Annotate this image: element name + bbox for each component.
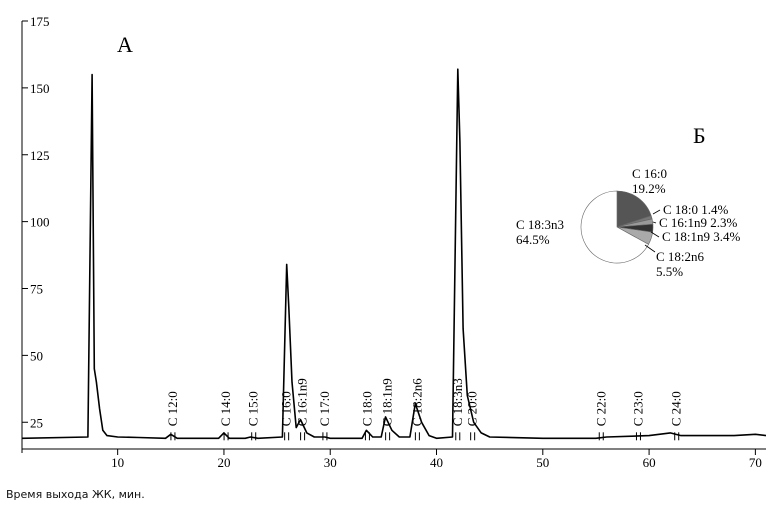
pie-label-c18-0: С 18:0 1.4% [663,202,729,217]
y-tick-label: 125 [30,148,50,163]
peak-label: С 16:0 [279,391,294,426]
panel-label-a: А [117,32,133,57]
peak-label: С 18:0 [359,391,374,426]
peak-label: С 18:3n3 [450,378,465,426]
pie-slice [616,190,652,228]
pie-label-c16-0: 19.2% [632,181,666,196]
peak-label: С 20:0 [465,391,480,426]
y-tick-label: 75 [30,282,43,297]
pie-leader [652,209,661,215]
pie-label-c18-3n3: С 18:3n3 [516,217,564,232]
pie-leader [644,244,656,253]
pie-label-c18-3n3: 64.5% [516,232,550,247]
pie-label-c18-2n6: С 18:2n6 [656,249,705,264]
y-tick-label: 100 [30,215,50,230]
pie-label-c16-0: С 16:0 [632,166,667,181]
x-tick-label: 50 [536,455,549,470]
y-tick-label: 50 [30,348,43,363]
peak-label: С 14:0 [218,391,233,426]
y-tick-label: 175 [30,14,50,29]
peak-label: С 18:2n6 [409,378,424,427]
pie-slice [580,190,649,264]
pie-label-c16-1n9: С 16:1n9 2.3% [659,215,738,230]
x-tick-label: 30 [324,455,337,470]
panel-label-b: Б [693,123,706,148]
peak-label: С 17:0 [317,391,332,426]
peak-label: С 22:0 [593,391,608,426]
x-axis-title: Время выхода ЖК, мин. [6,488,145,501]
peak-label: С 15:0 [246,391,261,426]
y-tick-label: 25 [30,415,43,430]
y-tick-label: 150 [30,81,50,96]
pie-label-c18-2n6: 5.5% [656,264,683,279]
chromatogram-trace [21,68,766,440]
x-tick-label: 40 [430,455,443,470]
peak-label: С 24:0 [669,391,684,426]
x-tick-label: 10 [111,455,124,470]
x-tick-label: 20 [217,455,230,470]
pie-label-c18-1n9: С 18:1n9 3.4% [662,229,741,244]
x-tick-label: 60 [643,455,656,470]
peak-label: С 16:1n9 [295,378,310,426]
pie-leader [650,231,660,238]
pie-leader [652,221,657,224]
peak-label: С 18:1n9 [380,378,395,426]
peak-label: С 12:0 [165,391,180,426]
peak-label: С 23:0 [631,391,646,426]
x-tick-label: 70 [749,455,762,470]
